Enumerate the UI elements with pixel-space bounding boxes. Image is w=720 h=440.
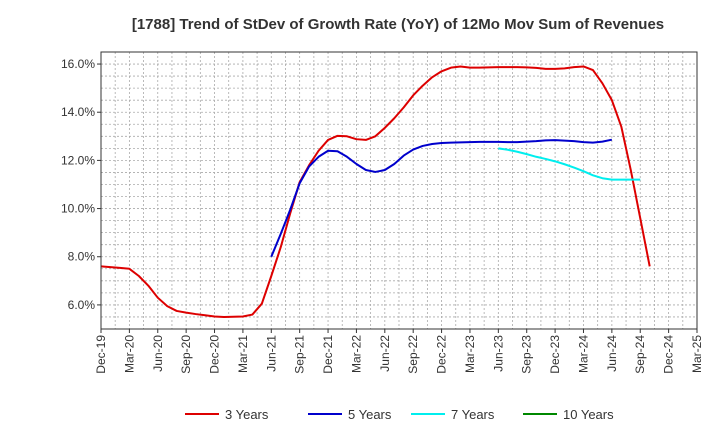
x-tick-label: Jun-21	[264, 335, 278, 372]
x-tick-label: Sep-21	[293, 335, 307, 374]
x-tick-label: Dec-24	[662, 335, 676, 374]
chart-title: [1788] Trend of StDev of Growth Rate (Yo…	[132, 16, 664, 33]
x-tick-label: Dec-21	[321, 335, 335, 374]
legend-label: 3 Years	[225, 407, 269, 422]
legend-label: 5 Years	[348, 407, 392, 422]
x-tick-label: Mar-23	[463, 335, 477, 373]
x-tick-label: Mar-20	[122, 335, 136, 373]
series-line-5-years	[270, 138, 613, 258]
legend: 3 Years 5 Years 7 Years 10 Years	[185, 407, 614, 422]
y-tick-label: 14.0%	[61, 105, 95, 119]
series-line-3-years	[100, 65, 651, 318]
legend-label: 10 Years	[563, 407, 614, 422]
legend-label: 7 Years	[451, 407, 495, 422]
y-tick-label: 6.0%	[68, 298, 96, 312]
x-tick-label: Mar-24	[576, 335, 590, 373]
y-tick-label: 16.0%	[61, 57, 95, 71]
y-tick-label: 10.0%	[61, 202, 95, 216]
x-tick-label: Dec-20	[208, 335, 222, 374]
y-axis-ticks: 6.0% 8.0% 10.0% 12.0% 14.0% 16.0%	[61, 57, 101, 312]
x-tick-label: Dec-19	[94, 335, 108, 374]
x-tick-label: Sep-20	[179, 335, 193, 374]
x-tick-label: Mar-22	[349, 335, 363, 373]
x-tick-label: Sep-24	[633, 335, 647, 374]
x-tick-label: Jun-20	[151, 335, 165, 372]
series-line-7-years	[498, 147, 641, 181]
x-tick-label: Sep-22	[406, 335, 420, 374]
x-tick-label: Jun-23	[491, 335, 505, 372]
y-tick-label: 12.0%	[61, 153, 95, 167]
x-tick-label: Jun-24	[605, 335, 619, 372]
plot-frame	[100, 51, 698, 330]
plot-area	[101, 52, 697, 329]
series-layer	[100, 65, 651, 318]
x-tick-label: Sep-23	[520, 335, 534, 374]
x-axis-ticks: Dec-19 Mar-20 Jun-20 Sep-20 Dec-20 Mar-21 Jun-…	[94, 329, 704, 374]
x-tick-label: Mar-25	[690, 335, 704, 373]
x-tick-label: Mar-21	[236, 335, 250, 373]
x-tick-label: Dec-23	[548, 335, 562, 374]
y-tick-label: 8.0%	[68, 250, 96, 264]
x-tick-label: Dec-22	[435, 335, 449, 374]
x-tick-label: Jun-22	[378, 335, 392, 372]
